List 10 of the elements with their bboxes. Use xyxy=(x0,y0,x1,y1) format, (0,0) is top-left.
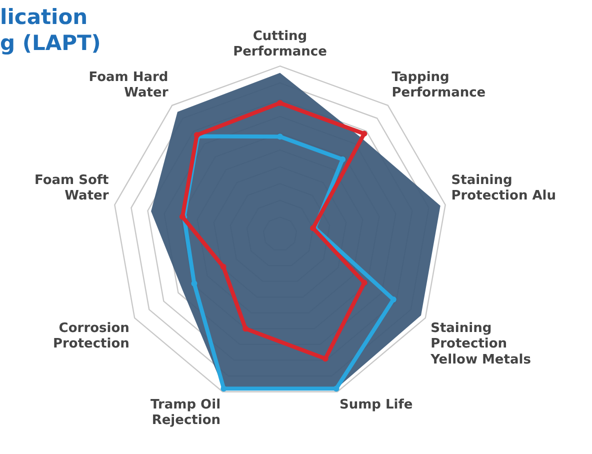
spoke-label: Foam Soft Water xyxy=(34,172,110,204)
spoke-label: Sump Life xyxy=(339,398,413,413)
spoke-label: Tramp Oil Rejection xyxy=(150,398,221,428)
spoke-label: Corrosion Protection xyxy=(52,321,130,352)
spoke-label: Staining Protection Yellow Metals xyxy=(430,321,532,368)
spoke-label: Staining Protection Alu xyxy=(451,172,556,204)
spoke-label: Foam Hard Water xyxy=(88,70,169,100)
spoke-label: Tapping Performance xyxy=(392,70,486,100)
chart-title: lication g (LAPT) xyxy=(0,4,101,56)
spoke-label: Cutting Performance xyxy=(233,29,328,60)
